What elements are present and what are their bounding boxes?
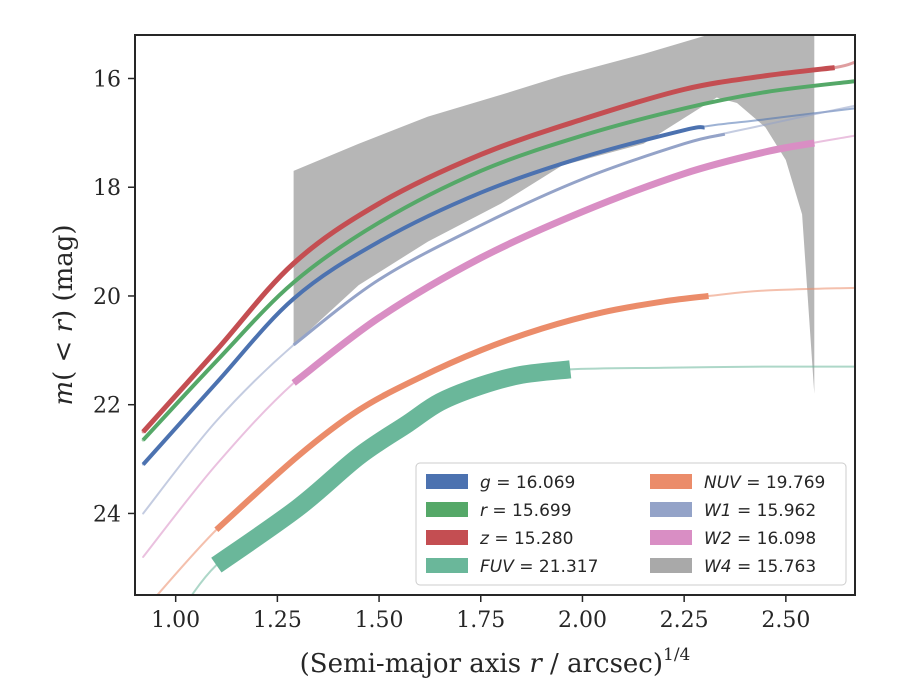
x-tick-label: 1.25 [253,608,302,633]
x-tick-label: 2.00 [558,608,607,633]
legend-label: W4 = 15.763 [704,557,816,577]
series-line-bold [292,132,726,347]
legend-frame [415,462,847,586]
legend-label: NUV = 19.769 [704,473,825,493]
y-tick-label: 18 [93,176,121,201]
legend-swatch [650,558,692,573]
legend-swatch [650,502,692,517]
plot-area [141,35,855,595]
y-axis: 16 18 20 22 24 [93,67,135,527]
series-nuv-19-769 [156,286,855,595]
series-line-bold [214,292,709,532]
series-w2-16-098 [142,134,855,558]
y-tick-label: 22 [93,394,121,419]
svg-text:m( < r) (mag): m( < r) (mag) [49,224,79,405]
legend-item-w4-15-763: W4 = 15.763 [650,557,816,577]
legend-label: W1 = 15.962 [704,501,816,521]
series-g-16-069 [141,107,855,466]
plot-frame [134,34,856,596]
series-z-15-280 [141,60,855,434]
legend-item-fuv-21-317: FUV = 21.317 [426,557,598,577]
svg-text:(Semi-major axis r / arcsec)1/: (Semi-major axis r / arcsec)1/4 [300,645,691,679]
legend-swatch [650,474,692,489]
legend-swatch [426,558,468,573]
band-area [293,35,815,394]
legend-swatch [426,474,468,489]
x-tick-label: 1.50 [355,608,404,633]
series-w1-15-962 [142,104,855,515]
x-tick-label: 1.75 [456,608,505,633]
y-tick-label: 16 [93,67,121,92]
legend-item-z-15-280: z = 15.280 [426,529,573,549]
y-tick-label: 20 [93,285,121,310]
x-tick-label: 2.50 [761,608,810,633]
legend-swatch [426,530,468,545]
series-line-bold [141,79,855,442]
series-r-15-699 [141,79,855,442]
series-line-bold [211,360,572,573]
legend-label: z = 15.280 [479,529,573,549]
x-axis-label: (Semi-major axis r / arcsec)1/4 [300,645,691,679]
series-line-bold [291,139,815,386]
x-tick-label: 1.00 [151,608,200,633]
legend-label: g = 16.069 [480,473,575,493]
legend-label: W2 = 16.098 [704,529,816,549]
legend-swatch [426,502,468,517]
y-axis-label: m( < r) (mag) [49,224,79,405]
series-fuv-21-317 [190,360,855,595]
legend: g = 16.069 NUV = 19.769 r = 15.699 W1 = 15.… [415,462,847,586]
legend-item-w2-16-098: W2 = 16.098 [650,529,816,549]
x-axis: 1.00 1.25 1.50 1.75 2.00 2.25 2.50 [151,595,810,633]
series-w4-15-763 [293,35,815,394]
series-line-bold [141,125,705,466]
legend-label: r = 15.699 [480,501,572,521]
legend-item-g-16-069: g = 16.069 [426,473,575,493]
legend-item-w1-15-962: W1 = 15.962 [650,501,816,521]
legend-label: FUV = 21.317 [480,557,598,577]
legend-item-nuv-19-769: NUV = 19.769 [650,473,825,493]
x-tick-label: 2.25 [660,608,709,633]
y-tick-label: 24 [93,502,121,527]
legend-item-r-15-699: r = 15.699 [426,501,572,521]
legend-swatch [650,530,692,545]
series-line-bold [141,65,835,434]
